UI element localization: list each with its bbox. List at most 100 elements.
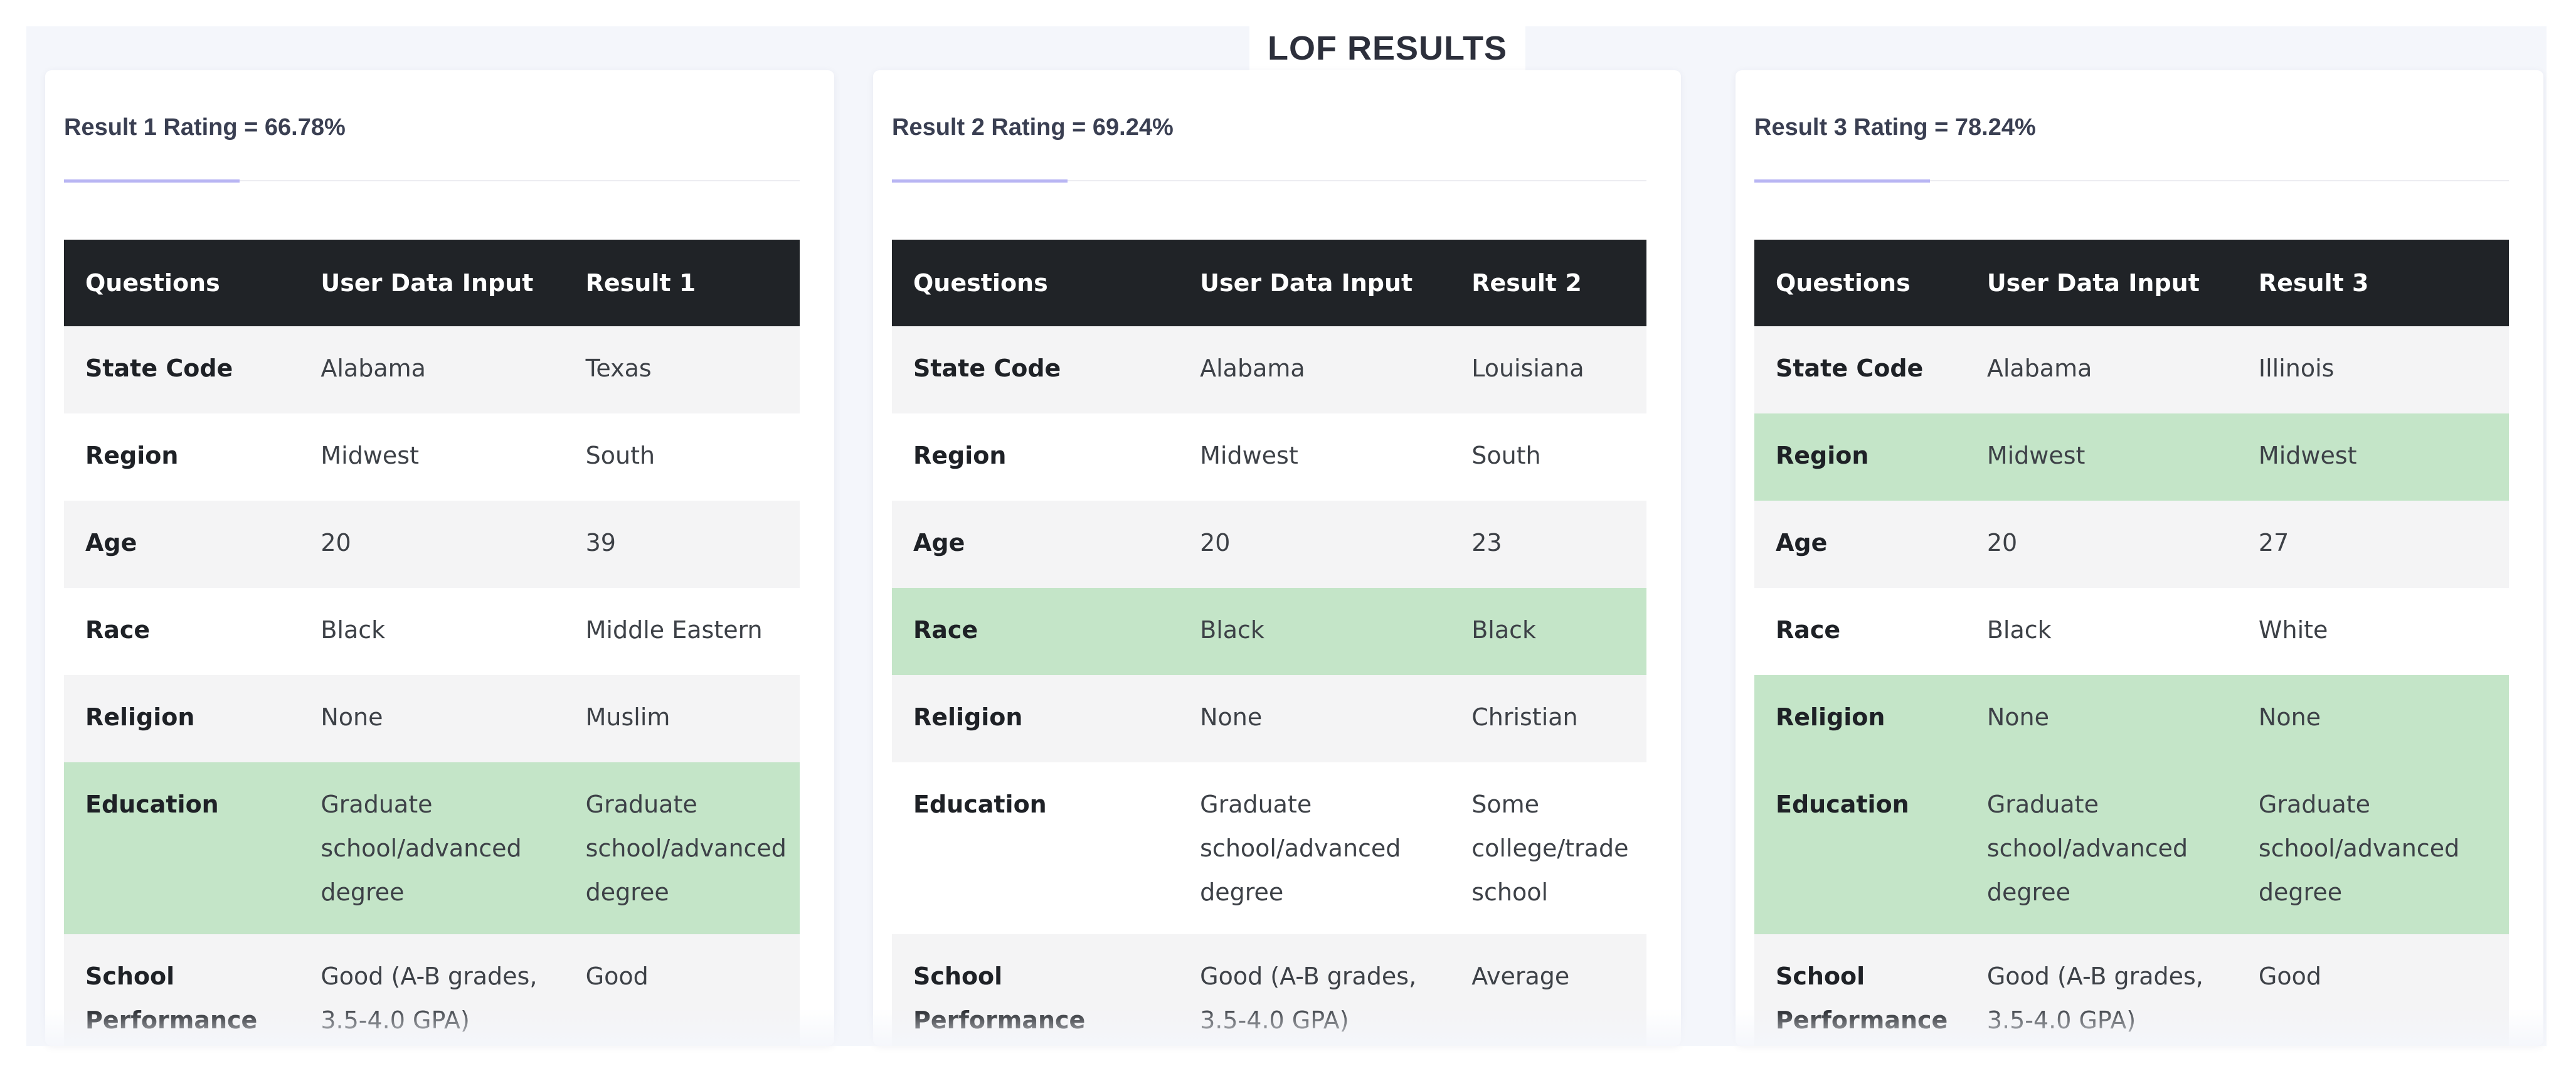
result-cell: 39 xyxy=(564,501,800,588)
input-cell: Good (A-B grades, 3.5-4.0 GPA) xyxy=(1965,934,2237,1046)
input-cell: Good (A-B grades, 3.5-4.0 GPA) xyxy=(299,934,564,1046)
table-row: Education Graduate school/advanced degre… xyxy=(892,762,1646,934)
column-header-questions: Questions xyxy=(892,240,1179,326)
question-cell: Education xyxy=(1754,762,1966,934)
table-row: Religion None Christian xyxy=(892,675,1646,762)
input-cell: Good (A-B grades, 3.5-4.0 GPA) xyxy=(1179,934,1451,1046)
table-row: Age 20 27 xyxy=(1754,501,2509,588)
question-cell: Religion xyxy=(64,675,300,762)
result-cell: None xyxy=(2237,675,2509,762)
question-cell: Race xyxy=(64,588,300,675)
input-cell: Black xyxy=(1965,588,2237,675)
table-row: Region Midwest South xyxy=(64,413,800,501)
input-cell: None xyxy=(1965,675,2237,762)
column-header-result: Result 1 xyxy=(564,240,800,326)
table-row: Region Midwest South xyxy=(892,413,1646,501)
question-cell: State Code xyxy=(892,326,1179,413)
input-cell: Alabama xyxy=(1179,326,1451,413)
result-table: Questions User Data Input Result 3 State… xyxy=(1754,240,2509,1046)
table-header-row: Questions User Data Input Result 1 xyxy=(64,240,800,326)
question-cell: Region xyxy=(892,413,1179,501)
header-accent-underline xyxy=(892,179,1068,183)
result-card-header: Result 1 Rating = 66.78% xyxy=(64,70,800,183)
result-cell: Average xyxy=(1450,934,1646,1046)
table-row: State Code Alabama Texas xyxy=(64,326,800,413)
table-row: Race Black White xyxy=(1754,588,2509,675)
question-cell: Age xyxy=(892,501,1179,588)
result-cell: Midwest xyxy=(2237,413,2509,501)
question-cell: Religion xyxy=(1754,675,1966,762)
result-cell: Graduate school/advanced degree xyxy=(2237,762,2509,934)
result-card-header: Result 2 Rating = 69.24% xyxy=(892,70,1646,183)
result-cell: Louisiana xyxy=(1450,326,1646,413)
column-header-result: Result 2 xyxy=(1450,240,1646,326)
question-cell: School Performance xyxy=(64,934,300,1046)
input-cell: None xyxy=(299,675,564,762)
result-cell: Christian xyxy=(1450,675,1646,762)
result-cell: Good xyxy=(564,934,800,1046)
result-cell: Illinois xyxy=(2237,326,2509,413)
page-title: LOF RESULTS xyxy=(1249,26,1525,70)
result-cell: South xyxy=(1450,413,1646,501)
result-rating: Result 1 Rating = 66.78% xyxy=(64,114,346,141)
question-cell: State Code xyxy=(1754,326,1966,413)
table-row: Religion None None xyxy=(1754,675,2509,762)
table-header-row: Questions User Data Input Result 3 xyxy=(1754,240,2509,326)
result-card-3: Result 3 Rating = 78.24% Questions User … xyxy=(1736,70,2543,1046)
result-cell: Muslim xyxy=(564,675,800,762)
result-cell: 23 xyxy=(1450,501,1646,588)
result-card-header: Result 3 Rating = 78.24% xyxy=(1754,70,2509,183)
table-row: Race Black Black xyxy=(892,588,1646,675)
header-divider xyxy=(1754,180,2509,181)
input-cell: Alabama xyxy=(1965,326,2237,413)
column-header-user-input: User Data Input xyxy=(1965,240,2237,326)
table-row: Education Graduate school/advanced degre… xyxy=(64,762,800,934)
table-row: School Performance Good (A-B grades, 3.5… xyxy=(64,934,800,1046)
question-cell: Religion xyxy=(892,675,1179,762)
table-row: Region Midwest Midwest xyxy=(1754,413,2509,501)
input-cell: Graduate school/advanced degree xyxy=(1179,762,1451,934)
input-cell: Black xyxy=(1179,588,1451,675)
result-cell: South xyxy=(564,413,800,501)
table-row: School Performance Good (A-B grades, 3.5… xyxy=(892,934,1646,1046)
results-stage: LOF RESULTS Result 1 Rating = 66.78% Que… xyxy=(26,26,2547,1046)
input-cell: Midwest xyxy=(299,413,564,501)
column-header-user-input: User Data Input xyxy=(1179,240,1451,326)
result-card-1: Result 1 Rating = 66.78% Questions User … xyxy=(45,70,834,1046)
table-row: Religion None Muslim xyxy=(64,675,800,762)
result-cell: Some college/trade school xyxy=(1450,762,1646,934)
result-table: Questions User Data Input Result 2 State… xyxy=(892,240,1646,1046)
question-cell: State Code xyxy=(64,326,300,413)
result-cell: Texas xyxy=(564,326,800,413)
result-table: Questions User Data Input Result 1 State… xyxy=(64,240,800,1046)
header-accent-underline xyxy=(1754,179,1930,183)
question-cell: Race xyxy=(1754,588,1966,675)
result-rating: Result 3 Rating = 78.24% xyxy=(1754,114,2036,141)
input-cell: Alabama xyxy=(299,326,564,413)
question-cell: Age xyxy=(1754,501,1966,588)
header-divider xyxy=(892,180,1646,181)
question-cell: Age xyxy=(64,501,300,588)
result-cell: Black xyxy=(1450,588,1646,675)
column-header-user-input: User Data Input xyxy=(299,240,564,326)
result-cell: White xyxy=(2237,588,2509,675)
question-cell: Education xyxy=(64,762,300,934)
result-card-2: Result 2 Rating = 69.24% Questions User … xyxy=(873,70,1681,1046)
input-cell: 20 xyxy=(1965,501,2237,588)
result-cell: 27 xyxy=(2237,501,2509,588)
input-cell: Midwest xyxy=(1179,413,1451,501)
input-cell: Black xyxy=(299,588,564,675)
header-accent-underline xyxy=(64,179,240,183)
result-cell: Graduate school/advanced degree xyxy=(564,762,800,934)
table-row: Race Black Middle Eastern xyxy=(64,588,800,675)
column-header-result: Result 3 xyxy=(2237,240,2509,326)
result-rating: Result 2 Rating = 69.24% xyxy=(892,114,1174,141)
table-row: State Code Alabama Illinois xyxy=(1754,326,2509,413)
result-cell: Good xyxy=(2237,934,2509,1046)
table-row: Age 20 39 xyxy=(64,501,800,588)
question-cell: Race xyxy=(892,588,1179,675)
table-header-row: Questions User Data Input Result 2 xyxy=(892,240,1646,326)
question-cell: School Performance xyxy=(1754,934,1966,1046)
column-header-questions: Questions xyxy=(1754,240,1966,326)
question-cell: School Performance xyxy=(892,934,1179,1046)
